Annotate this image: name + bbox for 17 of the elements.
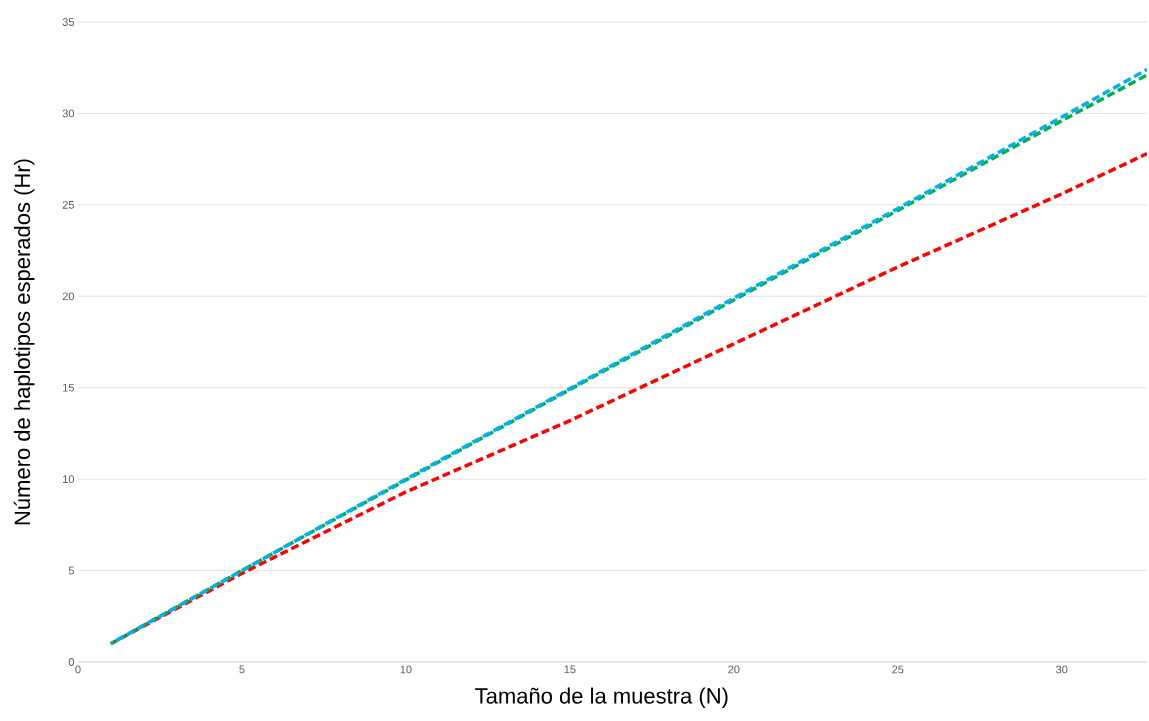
y-axis-title: Número de haplotipos esperados (Hr) <box>13 159 35 525</box>
x-tick-label: 0 <box>75 665 81 674</box>
y-tick-label: 10 <box>63 475 75 484</box>
x-tick-label: 15 <box>564 665 576 674</box>
y-tick-label: 25 <box>62 200 74 209</box>
x-tick-label: 20 <box>728 665 740 674</box>
x-tick-label: 5 <box>239 665 245 674</box>
y-tick-label: 15 <box>63 383 74 392</box>
x-axis-title: Tamaño de la muestra (N) <box>475 687 728 709</box>
y-tick-label: 0 <box>68 658 75 666</box>
x-tick-label: 10 <box>400 665 412 674</box>
x-tick-label: 25 <box>892 665 904 674</box>
y-tick-label: 30 <box>62 109 75 118</box>
y-tick-label: 5 <box>68 566 74 575</box>
y-tick-label: 35 <box>62 18 74 26</box>
x-tick-label: 30 <box>1056 665 1068 674</box>
y-tick-label: 20 <box>62 292 75 301</box>
